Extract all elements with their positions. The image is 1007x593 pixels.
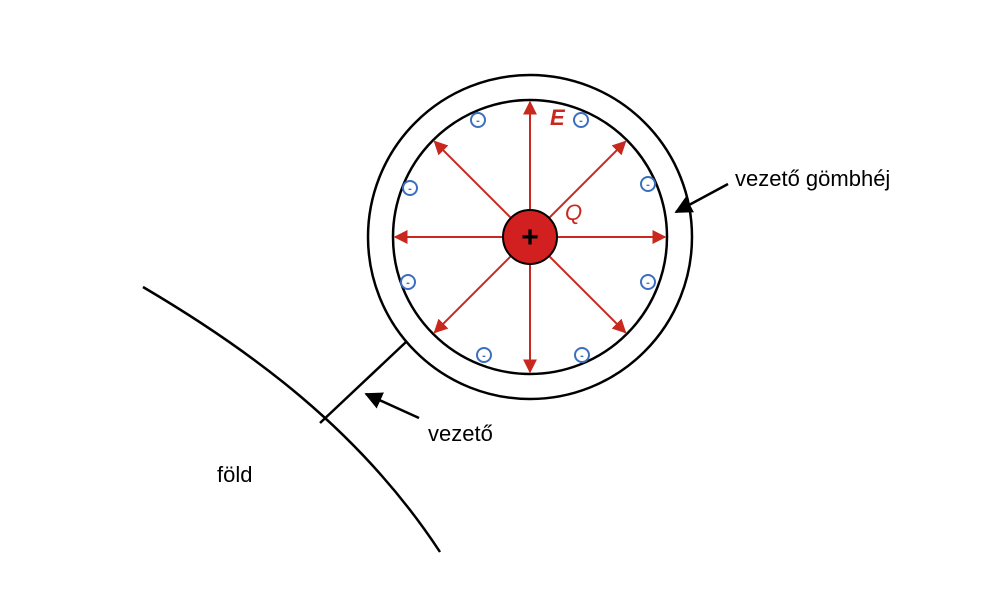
shell-pointer-arrow bbox=[674, 182, 729, 214]
induced-negative-charge: - bbox=[574, 347, 590, 363]
wire-label: vezető bbox=[428, 421, 493, 446]
field-label-E: E bbox=[550, 105, 566, 130]
induced-charge-sign: - bbox=[406, 277, 410, 289]
charge-label-Q: Q bbox=[565, 200, 582, 225]
induced-charges: - - - - - - - - bbox=[400, 112, 656, 363]
field-line-arrow bbox=[433, 255, 512, 334]
induced-charge-circle bbox=[470, 112, 486, 128]
central-charge bbox=[502, 209, 558, 265]
induced-charge-sign: - bbox=[646, 277, 650, 289]
induced-charge-circle bbox=[574, 347, 590, 363]
field-line-arrow bbox=[548, 255, 627, 334]
induced-charge-sign: - bbox=[579, 115, 583, 127]
induced-charge-circle bbox=[640, 176, 656, 192]
induced-charge-circle bbox=[640, 274, 656, 290]
induced-charge-sign: - bbox=[476, 115, 480, 127]
shell-outer-circle bbox=[366, 73, 694, 401]
induced-charge-circle bbox=[400, 274, 416, 290]
induced-negative-charge: - bbox=[573, 112, 589, 128]
induced-charge-sign: - bbox=[580, 350, 584, 362]
plus-sign: + bbox=[521, 221, 539, 254]
induced-charge-sign: - bbox=[408, 183, 412, 195]
induced-negative-charge: - bbox=[400, 274, 416, 290]
induced-charge-sign: - bbox=[482, 350, 486, 362]
ground-label: föld bbox=[217, 462, 252, 487]
field-lines bbox=[393, 100, 667, 374]
induced-negative-charge: - bbox=[470, 112, 486, 128]
ground-wire bbox=[319, 341, 407, 424]
ground-curve bbox=[142, 285, 442, 553]
induced-charge-sign: - bbox=[646, 179, 650, 191]
induced-negative-charge: - bbox=[402, 180, 418, 196]
shell-inner-circle bbox=[391, 98, 669, 376]
induced-negative-charge: - bbox=[640, 176, 656, 192]
shell-label: vezető gömbhéj bbox=[735, 166, 890, 191]
induced-negative-charge: - bbox=[476, 347, 492, 363]
induced-charge-circle bbox=[476, 347, 492, 363]
wire-pointer-arrow bbox=[364, 392, 420, 420]
induced-charge-circle bbox=[402, 180, 418, 196]
field-line-arrow bbox=[548, 140, 627, 219]
induced-charge-circle bbox=[573, 112, 589, 128]
field-line-arrow bbox=[433, 140, 512, 219]
induced-negative-charge: - bbox=[640, 274, 656, 290]
